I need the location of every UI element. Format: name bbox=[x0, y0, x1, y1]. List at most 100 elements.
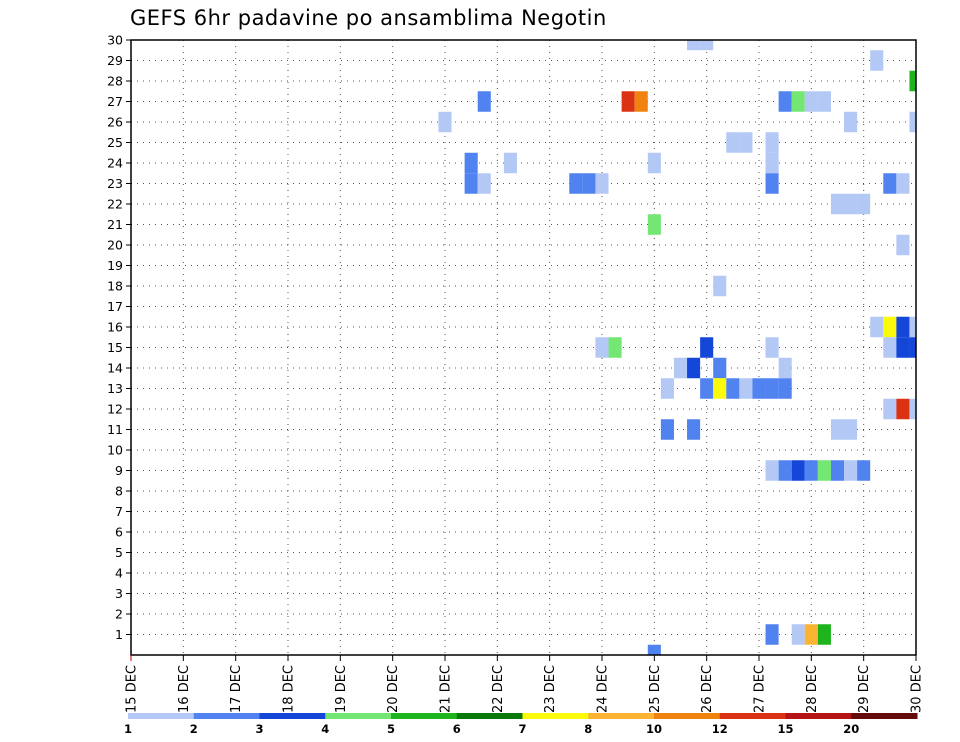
colorbar-swatch bbox=[785, 713, 852, 719]
y-tick-label: 19 bbox=[107, 258, 123, 273]
x-tick-label: 25 DEC bbox=[648, 665, 663, 713]
x-tick-label: 17 DEC bbox=[229, 665, 244, 713]
y-tick-label: 5 bbox=[115, 545, 123, 560]
heatmap-cell bbox=[883, 398, 897, 420]
y-tick-label: 22 bbox=[107, 197, 123, 212]
heatmap-cell bbox=[896, 234, 910, 256]
heatmap-cell bbox=[909, 337, 916, 358]
heatmap-cell bbox=[765, 460, 779, 481]
heatmap-cell bbox=[647, 214, 661, 235]
y-tick-label: 8 bbox=[115, 484, 123, 499]
x-tick-label: 23 DEC bbox=[543, 665, 558, 713]
heatmap-cell bbox=[778, 460, 792, 481]
heatmap-cell bbox=[608, 337, 622, 358]
y-tick-label: 13 bbox=[107, 381, 123, 396]
colorbar-label: 7 bbox=[518, 722, 526, 736]
colorbar-label: 8 bbox=[584, 722, 592, 736]
x-tick-label: 16 DEC bbox=[177, 665, 192, 713]
heatmap-cell bbox=[817, 460, 831, 481]
colorbar-label: 3 bbox=[255, 722, 263, 736]
heatmap-cell bbox=[896, 398, 910, 420]
heatmap-cell bbox=[765, 132, 779, 153]
heatmap-cell bbox=[687, 40, 701, 51]
y-tick-label: 6 bbox=[115, 525, 123, 540]
heatmap-cell bbox=[896, 173, 910, 194]
y-tick-label: 26 bbox=[107, 115, 123, 130]
heatmap-cell bbox=[595, 337, 609, 358]
colorbar-swatch bbox=[851, 713, 918, 719]
heatmap-cell bbox=[830, 460, 845, 481]
plot-frame bbox=[130, 39, 917, 656]
y-tick-label: 4 bbox=[115, 566, 123, 581]
heatmap-cell bbox=[896, 337, 910, 358]
heatmap-cell bbox=[778, 378, 792, 399]
colorbar-swatch bbox=[522, 713, 589, 719]
x-tick-label: 20 DEC bbox=[386, 665, 401, 713]
heatmap-cell bbox=[464, 173, 478, 194]
y-tick-label: 14 bbox=[107, 361, 123, 376]
colorbar-swatch bbox=[193, 713, 260, 719]
heatmap-cell bbox=[909, 70, 916, 92]
colorbar-swatch bbox=[588, 713, 655, 719]
heatmap-cell bbox=[830, 193, 845, 215]
heatmap-cell bbox=[713, 378, 727, 399]
colorbar-label: 12 bbox=[712, 722, 728, 736]
heatmap-cell bbox=[726, 378, 740, 399]
heatmap-cell bbox=[791, 624, 805, 645]
heatmap-cell bbox=[634, 91, 648, 112]
heatmap-cell bbox=[817, 91, 831, 112]
heatmap-cell bbox=[647, 644, 661, 655]
cells-layer bbox=[438, 40, 916, 655]
heatmap-cell bbox=[660, 378, 674, 399]
x-tick-label: 27 DEC bbox=[753, 665, 768, 713]
heatmap-cell bbox=[582, 173, 596, 194]
heatmap-cell bbox=[464, 152, 478, 174]
heatmap-cell bbox=[870, 50, 884, 71]
y-tick-label: 25 bbox=[107, 135, 123, 150]
heatmap-cell bbox=[687, 357, 701, 379]
colorbar-swatch bbox=[456, 713, 523, 719]
heatmap-cell bbox=[700, 337, 714, 358]
heatmap-cell bbox=[765, 152, 779, 174]
heatmap-cell bbox=[896, 316, 910, 338]
heatmap-cell bbox=[804, 91, 818, 112]
heatmap-cell bbox=[713, 275, 727, 297]
heatmap-cell bbox=[595, 173, 609, 194]
heatmap-cell bbox=[700, 40, 714, 51]
heatmap-cell bbox=[477, 173, 491, 194]
colorbar-swatch bbox=[259, 713, 326, 719]
heatmap-cell bbox=[477, 91, 491, 112]
heatmap-cell bbox=[844, 419, 858, 440]
heatmap-cell bbox=[621, 91, 635, 112]
heatmap-cell bbox=[765, 337, 779, 358]
y-tick-label: 11 bbox=[107, 422, 123, 437]
heatmap-cell bbox=[713, 357, 727, 379]
x-tick-label: 21 DEC bbox=[439, 665, 454, 713]
y-tick-label: 28 bbox=[107, 74, 123, 89]
heatmap-cell bbox=[909, 316, 916, 338]
x-tick-label: 15 DEC bbox=[125, 665, 140, 713]
heatmap-cell bbox=[817, 624, 831, 645]
x-axis: 15 DEC 16 DEC 17 DEC 18 DEC 19 DEC 20 DEC 21 D… bbox=[125, 655, 925, 713]
grid-layer bbox=[131, 39, 916, 655]
heatmap-cell bbox=[765, 624, 779, 645]
y-tick-label: 29 bbox=[107, 53, 123, 68]
colorbar-label: 6 bbox=[453, 722, 461, 736]
y-tick-label: 30 bbox=[107, 33, 123, 48]
heatmap-cell bbox=[857, 460, 871, 481]
heatmap-cell bbox=[909, 111, 916, 133]
heatmap-cell bbox=[857, 193, 871, 215]
y-axis: 1234567891011121314151617181920212223242… bbox=[107, 33, 131, 642]
y-tick-label: 24 bbox=[107, 156, 123, 171]
heatmap-cell bbox=[647, 152, 661, 174]
y-tick-label: 1 bbox=[115, 627, 123, 642]
x-tick-label: 22 DEC bbox=[491, 665, 506, 713]
heatmap-cell bbox=[791, 460, 805, 481]
colorbar-label: 1 bbox=[124, 722, 132, 736]
y-tick-label: 21 bbox=[107, 217, 123, 232]
x-tick-label: 24 DEC bbox=[596, 665, 611, 713]
x-tick-label: 26 DEC bbox=[700, 665, 715, 713]
heatmap-cell bbox=[765, 173, 779, 194]
heatmap-cell bbox=[883, 173, 897, 194]
y-tick-label: 15 bbox=[107, 340, 123, 355]
